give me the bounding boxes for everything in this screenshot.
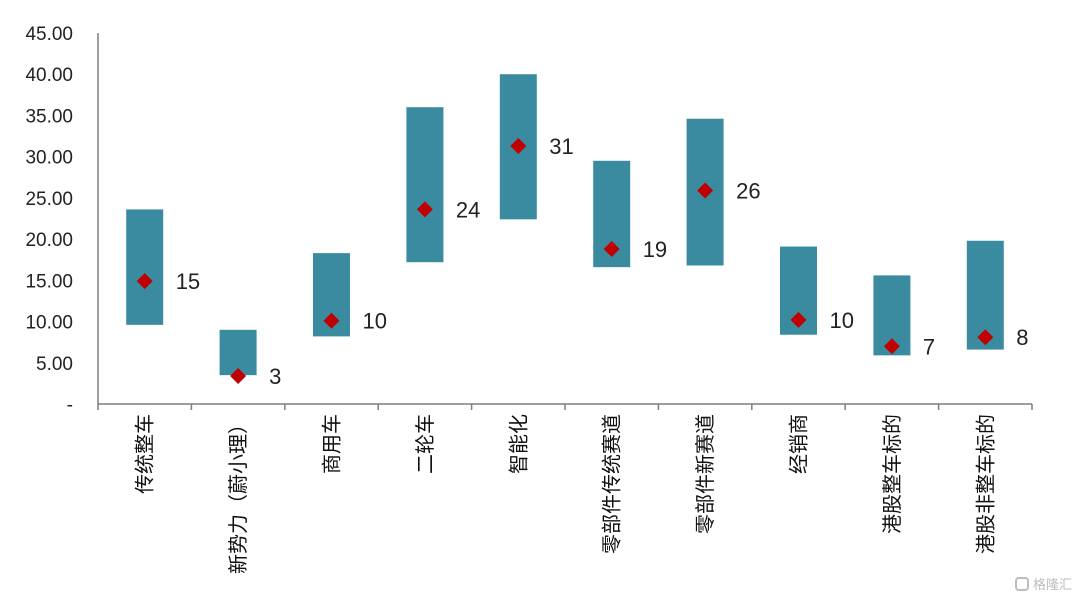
category-label: 零部件传统赛道 (600, 414, 624, 554)
value-label: 15 (176, 269, 200, 294)
watermark-logo-icon (1014, 576, 1029, 591)
value-markers (136, 137, 994, 384)
y-tick-label: 5.00 (36, 354, 73, 375)
range-bars (126, 74, 1004, 376)
y-axis: - 5.00 10.00 15.00 20.00 25.00 30.00 35.00 40.00… (25, 24, 99, 416)
y-tick-label: 40.00 (25, 65, 73, 86)
value-marker (136, 273, 153, 290)
y-tick-label: 20.00 (25, 230, 73, 251)
category-labels: 传统整车 新势力（蔚小理） 商用车 二轮车 智能化 零部件传统赛道 零部件新赛道 经销商 港股整… (133, 414, 998, 574)
category-label: 零部件新赛道 (693, 414, 717, 534)
y-tick-label: 35.00 (25, 106, 73, 127)
value-label: 3 (269, 364, 281, 389)
y-tick-label: 15.00 (25, 271, 73, 292)
category-label: 传统整车 (133, 414, 157, 494)
category-label: 新势力（蔚小理） (226, 414, 250, 574)
value-marker (697, 182, 714, 199)
value-marker (790, 311, 807, 328)
value-marker (603, 241, 620, 258)
y-tick-label: - (67, 395, 73, 416)
category-label: 经销商 (787, 414, 811, 474)
category-label: 智能化 (506, 414, 530, 474)
value-marker (323, 312, 340, 329)
x-axis (97, 403, 1033, 410)
y-tick-label: 45.00 (25, 24, 73, 45)
value-marker (416, 201, 433, 218)
watermark-text: 格隆汇 (1032, 578, 1072, 593)
value-label: 8 (1016, 325, 1028, 350)
category-label: 港股非整车标的 (973, 414, 997, 554)
value-label: 10 (363, 309, 387, 334)
value-label: 19 (643, 237, 667, 262)
y-tick-label: 30.00 (25, 148, 73, 169)
y-tick-label: 25.00 (25, 189, 73, 210)
value-marker (230, 367, 247, 384)
value-marker (977, 329, 994, 346)
value-marker (883, 338, 900, 355)
y-tick-label: 10.00 (25, 313, 73, 334)
value-marker (510, 137, 527, 154)
category-label: 二轮车 (413, 414, 437, 474)
value-label: 24 (456, 197, 480, 222)
range-bar (406, 107, 444, 263)
value-label: 26 (736, 178, 760, 203)
value-labels: 15 3 10 24 31 19 26 10 7 8 (176, 134, 1029, 389)
value-label: 7 (923, 334, 935, 359)
watermark: 格隆汇 (1014, 574, 1072, 593)
value-label: 31 (549, 134, 573, 159)
category-label: 港股整车标的 (880, 414, 904, 534)
value-label: 10 (830, 308, 854, 333)
range-bar (126, 209, 164, 325)
range-bar (219, 329, 257, 376)
category-label: 商用车 (320, 414, 344, 474)
